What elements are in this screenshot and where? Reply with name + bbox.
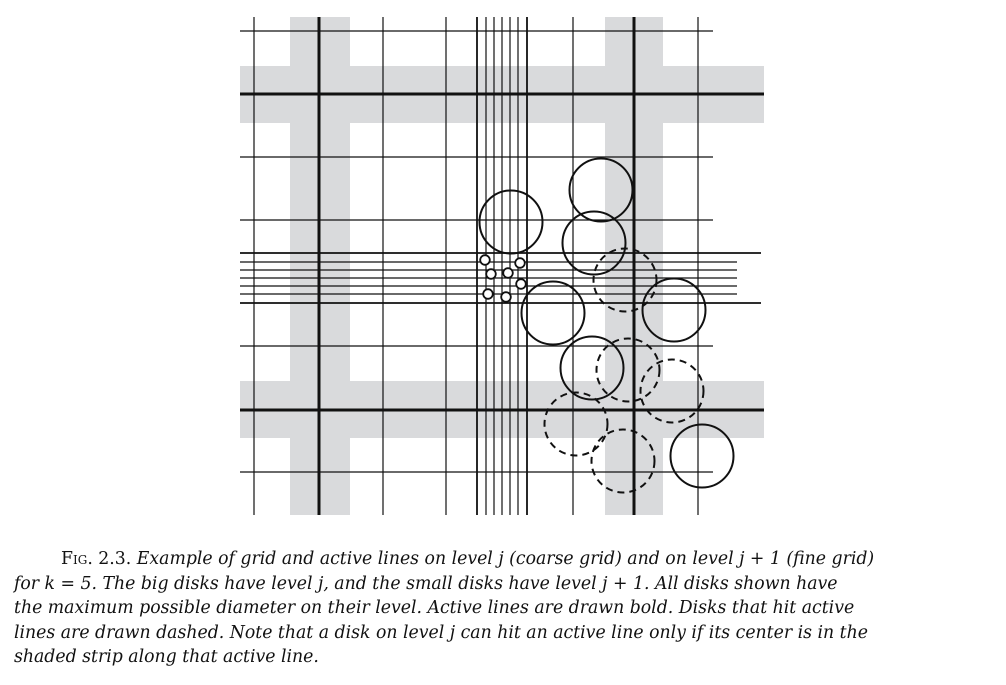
small-disk	[500, 291, 512, 303]
figure-caption: Fig. 2.3. Example of grid and active lin…	[14, 547, 994, 670]
small-disk	[502, 267, 514, 279]
small-disk	[514, 257, 526, 269]
caption-label: Fig. 2.3.	[61, 549, 132, 569]
grid-figure	[240, 17, 764, 515]
big-disk	[669, 423, 735, 489]
big-disk-dashed	[543, 391, 609, 457]
caption-line-5: shaded strip along that active line.	[14, 647, 319, 667]
big-disk-dashed	[590, 428, 656, 494]
caption-line-2: for k = 5. The big disks have level j, a…	[14, 573, 838, 594]
big-disk-dashed	[595, 337, 661, 403]
caption-line-3: the maximum possible diameter on their l…	[14, 598, 855, 618]
big-disk	[559, 335, 625, 401]
big-disk	[561, 210, 627, 276]
active-lines	[240, 17, 764, 515]
big-disk	[641, 277, 707, 343]
big-disk-dashed	[639, 358, 705, 424]
small-disk	[515, 278, 527, 290]
disks	[478, 157, 735, 494]
big-disk	[520, 280, 586, 346]
small-disk	[479, 254, 491, 266]
small-disk	[485, 268, 497, 280]
caption-text-1: Example of grid and active lines on leve…	[136, 549, 875, 569]
big-disk	[568, 157, 634, 223]
big-disk-dashed	[592, 247, 658, 313]
big-disk	[478, 189, 544, 255]
caption-line-4: lines are drawn dashed. Note that a disk…	[14, 622, 868, 643]
small-disk	[482, 288, 494, 300]
caption-line-1: Fig. 2.3. Example of grid and active lin…	[14, 547, 994, 572]
